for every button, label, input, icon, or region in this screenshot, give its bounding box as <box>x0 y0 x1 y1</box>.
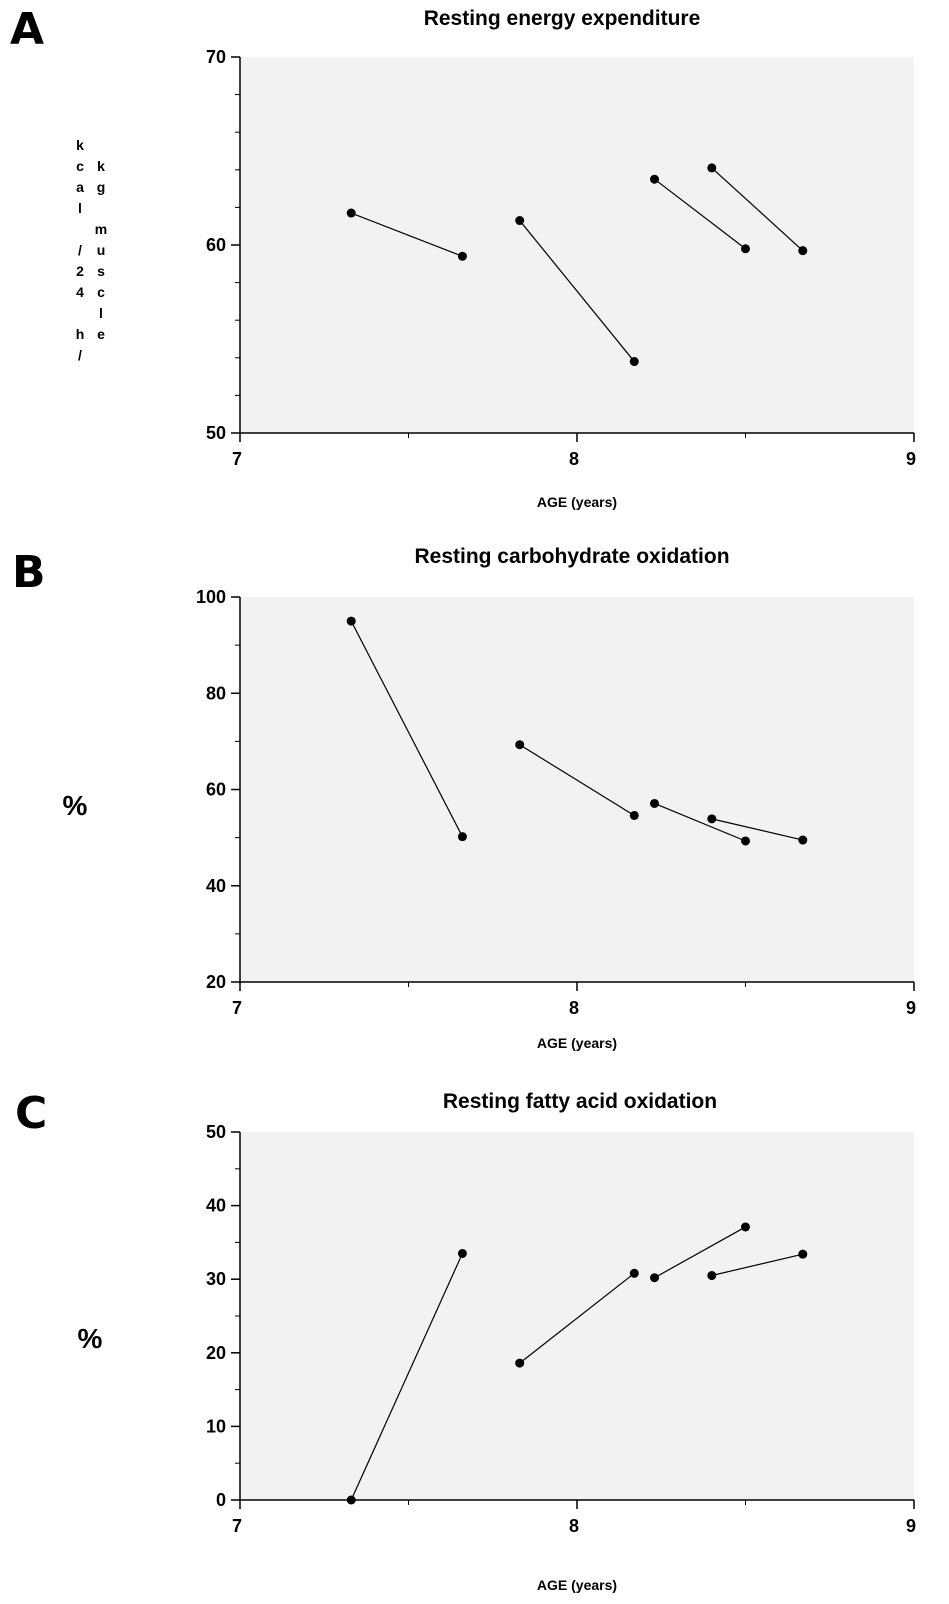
panel-a-plot-area <box>240 57 914 433</box>
panel-b-series-3-point-2 <box>741 836 750 846</box>
panel-a-x-tick-label: 7 <box>232 449 242 469</box>
panel-a-x-tick-label: 8 <box>569 449 579 469</box>
panel-b-x-axis-label: AGE (years) <box>537 1035 617 1051</box>
panel-a-y-label-char: k <box>76 137 84 153</box>
panel-a-y-tick-label: 70 <box>206 47 226 67</box>
panel-c-chart: Resting fatty acid oxidation AGE (years)… <box>78 1090 916 1593</box>
panel-b-y-tick-label: 100 <box>196 587 226 607</box>
panel-a-series-2-point-1 <box>515 216 525 226</box>
panel-a-series-3-point-2 <box>741 244 750 254</box>
panel-a-y-label-char: u <box>97 242 106 258</box>
panel-letter-c: C <box>15 1088 47 1139</box>
panel-c-y-tick-label: 0 <box>216 1490 226 1510</box>
panel-a-y-tick-label: 50 <box>206 423 226 443</box>
panel-b-title: Resting carbohydrate oxidation <box>414 545 729 568</box>
panel-b-y-tick-label: 80 <box>206 683 226 703</box>
panel-b-series-3-point-1 <box>650 798 660 808</box>
panel-a-series-1-point-1 <box>346 208 356 218</box>
panel-c-y-tick-label: 40 <box>206 1196 226 1216</box>
panel-c-series-1-point-1 <box>346 1495 356 1505</box>
panel-b-y-axis-label: % <box>63 790 88 821</box>
panel-c-series-4-line <box>711 1253 803 1277</box>
panel-c-series-4-point-1 <box>707 1271 717 1281</box>
panel-b-series-1-line <box>350 620 463 837</box>
panel-c-series-2-line <box>519 1272 635 1364</box>
panel-b-series-4-point-2 <box>798 835 808 845</box>
panel-c-series-3-point-2 <box>741 1222 750 1232</box>
panel-c-series-1-line <box>350 1253 463 1501</box>
panel-b-y-tick-label: 20 <box>206 972 226 992</box>
panel-c-x-tick-label: 9 <box>906 1516 916 1536</box>
panel-c-y-tick-label: 50 <box>206 1122 226 1142</box>
panel-b-series-3-line <box>654 802 746 842</box>
panel-a-y-label-char: g <box>97 179 106 195</box>
panel-a-series-2-line <box>519 220 635 362</box>
panel-c-y-tick-label: 10 <box>206 1416 226 1436</box>
panel-a-series-4-point-1 <box>707 163 717 173</box>
panel-c-series-2-point-2 <box>629 1268 639 1278</box>
panel-a-title: Resting energy expenditure <box>424 7 701 30</box>
panel-c-x-tick-label: 8 <box>569 1516 579 1536</box>
panel-letter-b: B <box>12 547 46 598</box>
panel-a-y-label-char: / <box>78 347 82 363</box>
panel-a-y-label-char: 2 <box>76 263 84 279</box>
panel-c-y-axis-label: % <box>78 1323 103 1354</box>
panel-b-series-2-point-1 <box>515 740 525 750</box>
panel-a-x-axis-label: AGE (years) <box>537 494 617 510</box>
panel-a-series-2-point-2 <box>629 357 639 367</box>
panel-b-y-tick-label: 40 <box>206 876 226 896</box>
panel-c-series-4-point-2 <box>798 1249 808 1259</box>
panel-a-y-label-char: h <box>76 326 85 342</box>
panel-c-x-tick-label: 7 <box>232 1516 242 1536</box>
panel-a-y-label-char: / <box>78 242 82 258</box>
panel-a-y-label-char: m <box>95 221 107 237</box>
panel-a-series-4-line <box>711 167 804 252</box>
panel-c-title: Resting fatty acid oxidation <box>443 1090 717 1113</box>
panel-b-series-4-line <box>711 818 803 841</box>
panel-a-series-1-line <box>350 212 463 257</box>
panel-b-x-tick-label: 7 <box>232 998 242 1018</box>
panel-a-y-label-char: c <box>97 284 105 300</box>
panel-a-y-label-char: l <box>78 200 82 216</box>
panel-a-x-tick-label: 9 <box>906 449 916 469</box>
panel-b-series-4-point-1 <box>707 814 717 824</box>
panel-a-y-label-char: 4 <box>76 284 84 300</box>
panel-b-x-tick-label: 8 <box>569 998 579 1018</box>
panel-a-y-label-char: c <box>76 158 84 174</box>
panel-a-y-label-char: k <box>97 158 105 174</box>
panel-b-chart: Resting carbohydrate oxidation AGE (year… <box>63 545 916 1051</box>
panel-a-series-4-point-2 <box>798 246 808 256</box>
panel-c-y-tick-label: 20 <box>206 1343 226 1363</box>
panel-b-series-1-point-2 <box>457 832 467 842</box>
panel-a-y-label-char: e <box>97 326 105 342</box>
panel-a-y-label-char: l <box>99 305 103 321</box>
panel-b-plot-area <box>240 597 914 982</box>
panel-c-plot-area <box>240 1132 914 1500</box>
panel-c-series-1-point-2 <box>457 1248 467 1258</box>
panel-b-series-1-point-1 <box>346 616 356 626</box>
panel-a-y-label-char: a <box>76 179 84 195</box>
panel-a-y-tick-label: 60 <box>206 235 226 255</box>
panel-b-series-2-line <box>519 744 635 816</box>
panel-c-series-3-point-1 <box>650 1273 660 1283</box>
panel-b-y-tick-label: 60 <box>206 780 226 800</box>
panel-a-chart: Resting energy expenditure AGE (years) k… <box>76 7 916 510</box>
panel-a-y-label-char: s <box>97 263 105 279</box>
panel-b-series-2-point-2 <box>629 810 639 820</box>
panel-a-series-3-point-1 <box>650 174 660 184</box>
panel-a-series-1-point-2 <box>457 251 467 261</box>
panel-c-series-2-point-1 <box>515 1358 525 1368</box>
panel-c-y-tick-label: 30 <box>206 1269 226 1289</box>
panel-c-series-3-line <box>654 1226 746 1279</box>
panel-c-x-axis-label: AGE (years) <box>537 1577 617 1593</box>
panel-a-series-3-line <box>654 178 746 250</box>
panel-b-x-tick-label: 9 <box>906 998 916 1018</box>
panel-letter-a: A <box>10 4 44 55</box>
